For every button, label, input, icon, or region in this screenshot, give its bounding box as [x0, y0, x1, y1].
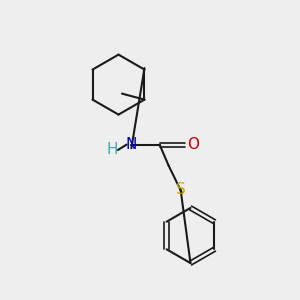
Text: O: O — [187, 137, 199, 152]
Text: N: N — [126, 137, 137, 152]
Text: H: H — [107, 142, 118, 157]
Text: S: S — [176, 182, 185, 197]
